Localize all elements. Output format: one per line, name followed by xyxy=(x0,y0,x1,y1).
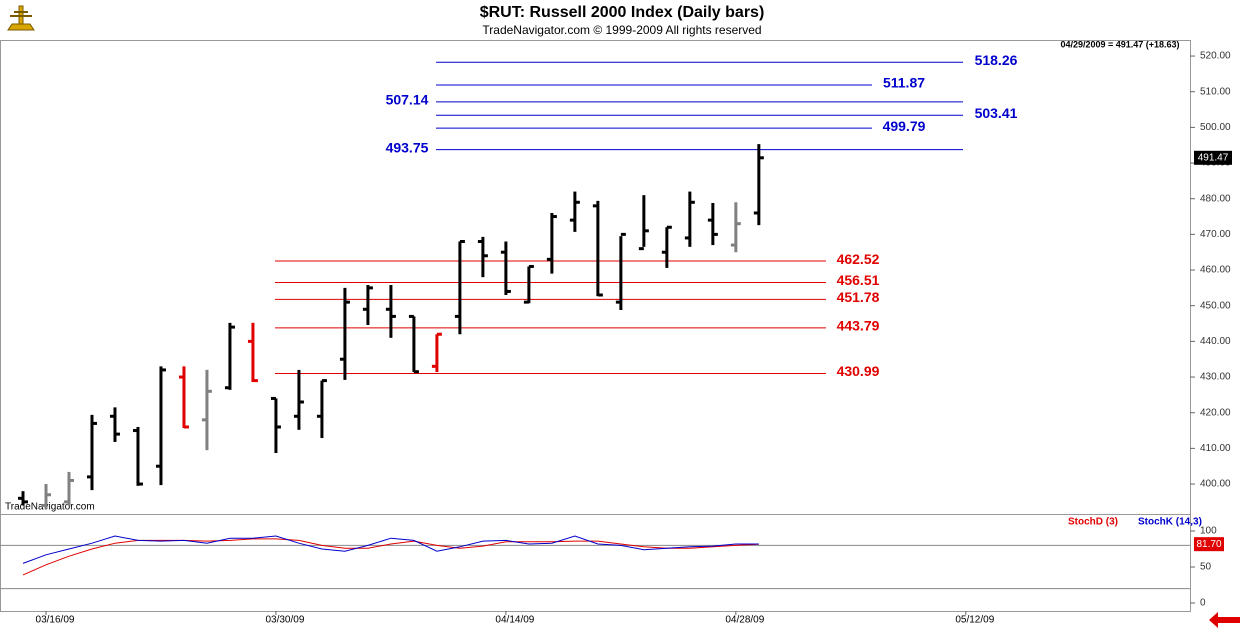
last-stoch-label: 81.70 xyxy=(1196,539,1221,550)
x-tick-label: 04/14/09 xyxy=(495,615,534,626)
level-label: 518.26 xyxy=(975,52,1018,68)
y-tick-label: 400.00 xyxy=(1200,479,1231,490)
last-price-box xyxy=(1194,150,1232,165)
y-tick-label: 520.00 xyxy=(1200,51,1231,62)
y-tick-label: 410.00 xyxy=(1200,443,1231,454)
header-note: 04/29/2009 = 491.47 (+18.63) xyxy=(1060,39,1179,49)
level-label: 511.87 xyxy=(883,75,925,91)
y-tick-label: 500.00 xyxy=(1200,122,1231,133)
level-label: 507.14 xyxy=(386,92,429,108)
y-tick-label: 480.00 xyxy=(1200,193,1231,204)
level-label: 451.78 xyxy=(837,289,880,305)
logo xyxy=(7,5,35,31)
y-tick-label: 450.00 xyxy=(1200,300,1231,311)
y-tick-label: 430.00 xyxy=(1200,372,1231,383)
last-stoch-box xyxy=(1194,537,1224,552)
level-label: 430.99 xyxy=(837,363,880,379)
scroll-arrow[interactable] xyxy=(1209,612,1240,628)
level-label: 456.51 xyxy=(837,272,880,288)
stoch-panel xyxy=(0,514,1191,612)
x-tick-label: 03/16/09 xyxy=(36,615,75,626)
legend-entry: StochD (3) xyxy=(1068,517,1118,528)
y-tick-label: 470.00 xyxy=(1200,229,1231,240)
legend-entry: StochK (14,3) xyxy=(1138,517,1202,528)
stoch-line xyxy=(22,535,759,564)
level-label: 462.52 xyxy=(837,251,880,267)
watermark: TradeNavigator.com xyxy=(5,502,95,513)
y-tick-label: 0 xyxy=(1200,598,1206,609)
level-label: 499.79 xyxy=(883,118,926,134)
y-tick-label: 100 xyxy=(1200,526,1217,537)
y-tick-label: 460.00 xyxy=(1200,265,1231,276)
y-tick-label: 50 xyxy=(1200,562,1212,573)
level-label: 443.79 xyxy=(837,318,880,334)
x-tick-label: 03/30/09 xyxy=(265,615,304,626)
last-price-label: 491.47 xyxy=(1198,152,1229,163)
x-tick-label: 05/12/09 xyxy=(955,615,994,626)
y-tick-label: 510.00 xyxy=(1200,86,1231,97)
chart-subtitle: TradeNavigator.com © 1999-2009 All right… xyxy=(482,23,761,37)
y-tick-label: 420.00 xyxy=(1200,407,1231,418)
level-label: 503.41 xyxy=(975,105,1018,121)
x-tick-label: 04/28/09 xyxy=(725,615,764,626)
level-label: 493.75 xyxy=(386,139,429,155)
chart-title: $RUT: Russell 2000 Index (Daily bars) xyxy=(480,4,765,21)
y-tick-label: 440.00 xyxy=(1200,336,1231,347)
